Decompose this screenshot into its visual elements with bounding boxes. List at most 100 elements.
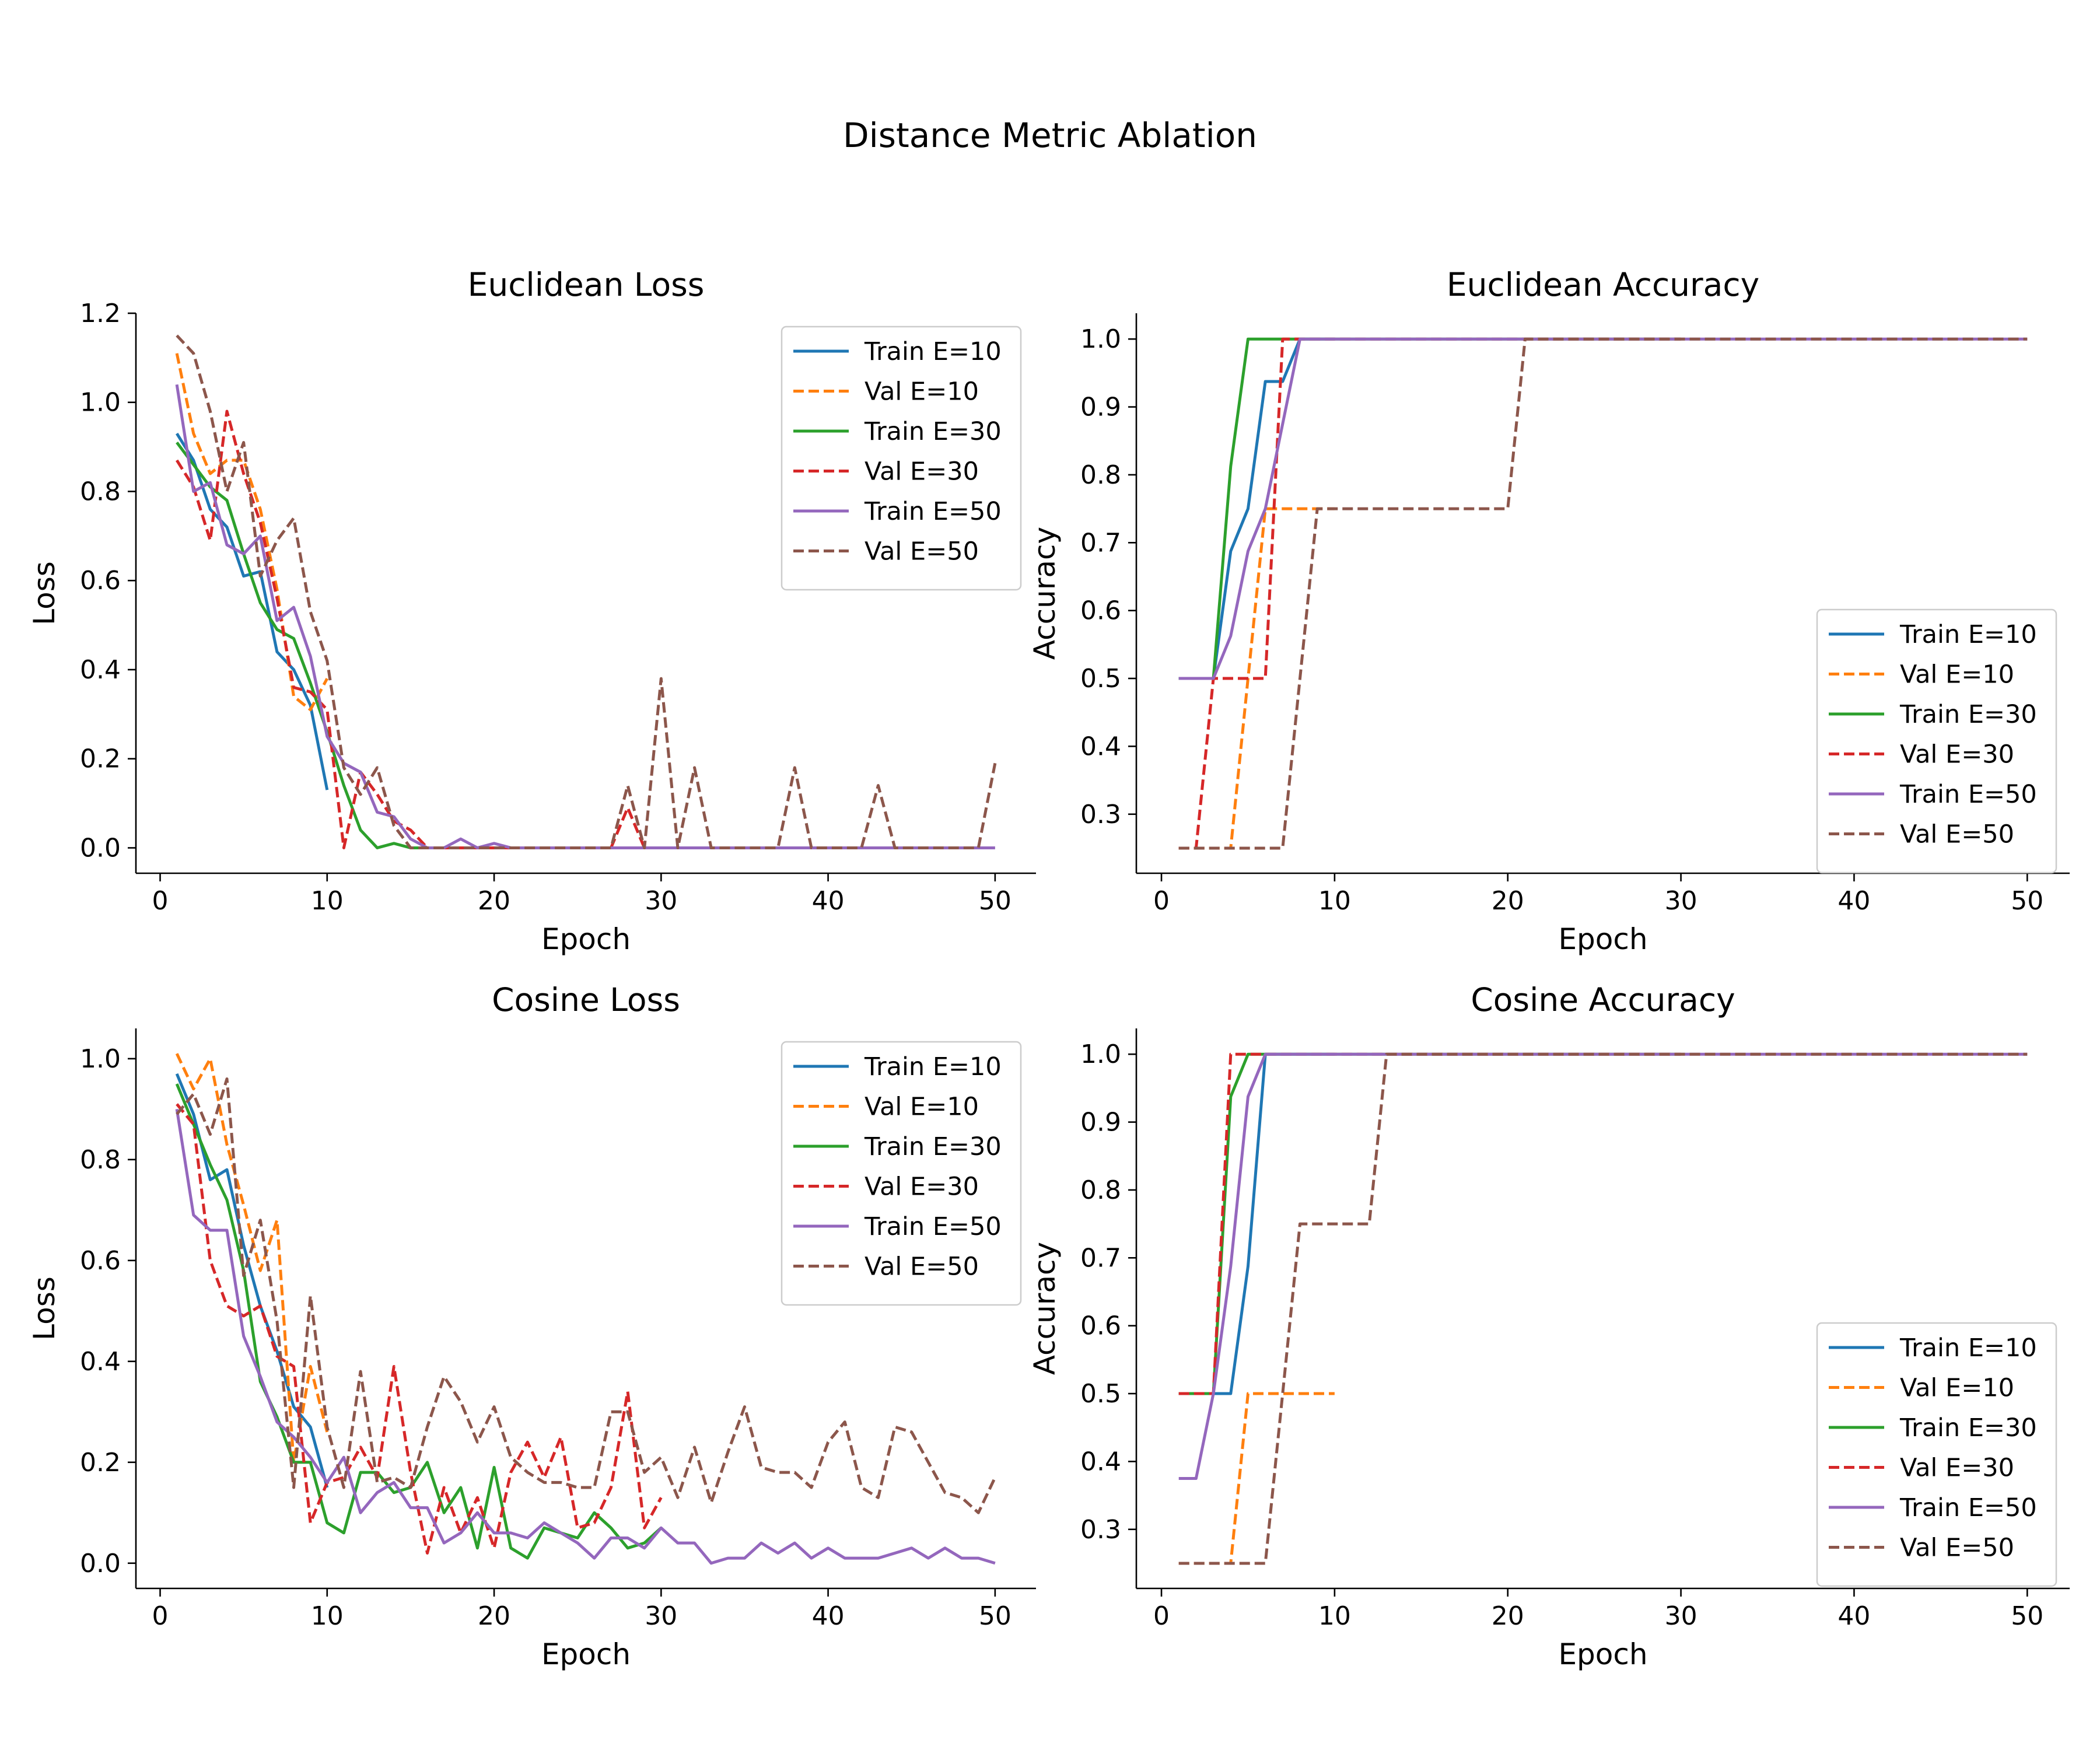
x-tick-label: 0: [1153, 886, 1170, 916]
legend-label-val-e-50: Val E=50: [864, 537, 979, 566]
y-axis-label: Loss: [27, 1276, 61, 1340]
x-tick-label: 20: [478, 1601, 510, 1631]
y-tick-label: 0.8: [1080, 1175, 1121, 1205]
series-lines: [1178, 337, 2028, 850]
y-tick-label: 0.2: [80, 744, 121, 774]
y-tick-label: 0.6: [80, 566, 121, 596]
legend-label-val-e-10: Val E=10: [864, 1093, 979, 1122]
legend-label-val-e-10: Val E=10: [1900, 660, 2014, 690]
legend-label-train-e-10: Train E=10: [864, 1052, 1002, 1082]
x-tick-label: 50: [979, 1601, 1012, 1631]
chart-panel-cosine-accuracy: Cosine Accuracy 0 10 20 30 40 50 0.3 0.4 0.5 0.6 0.…: [1028, 981, 2070, 1671]
y-tick-label: 0.3: [1080, 800, 1121, 830]
legend-label-train-e-10: Train E=10: [864, 337, 1002, 366]
series-lines: [175, 334, 997, 849]
legend-label-train-e-30: Train E=30: [864, 1132, 1002, 1161]
x-tick-label: 0: [1153, 1601, 1170, 1631]
series-line-val-e-50: [176, 1077, 997, 1514]
chart-panel-euclidean-accuracy: Euclidean Accuracy 0 10 20 30 40 50 0.3 0.4 0.5 0.…: [1028, 266, 2070, 956]
y-tick-label: 0.8: [80, 1145, 121, 1175]
y-tick-label: 0.9: [1080, 393, 1121, 422]
panel-title: Euclidean Loss: [468, 266, 705, 303]
y-tick-label: 0.4: [80, 655, 121, 685]
y-tick-label: 0.0: [80, 833, 121, 863]
y-tick-label: 0.6: [80, 1246, 121, 1276]
y-tick-label: 0.0: [80, 1549, 121, 1578]
legend-label-val-e-30: Val E=30: [1900, 1454, 2014, 1483]
legend-label-val-e-50: Val E=50: [864, 1252, 979, 1282]
y-tick-label: 0.3: [1080, 1515, 1121, 1545]
legend-label-val-e-50: Val E=50: [1900, 1534, 2014, 1563]
y-tick-label: 0.8: [1080, 460, 1121, 490]
chart-panel-euclidean-loss: Euclidean Loss 0 10 20 30 40 50 0.0 0.2 0.4 0.6 0.8…: [27, 266, 1036, 956]
series-line-val-e-50: [1178, 1052, 2028, 1565]
y-tick-label: 0.8: [80, 477, 121, 506]
legend-label-val-e-50: Val E=50: [1900, 820, 2014, 849]
figure-title: Distance Metric Ablation: [843, 116, 1257, 155]
legend-label-train-e-30: Train E=30: [864, 417, 1002, 446]
y-tick-label: 0.6: [1080, 1311, 1121, 1341]
y-tick-label: 1.0: [80, 1044, 121, 1074]
chart-panels: Euclidean Loss 0 10 20 30 40 50 0.0 0.2 0.4 0.6 0.8…: [27, 266, 2070, 1671]
legend-label-train-e-50: Train E=50: [1899, 1493, 2037, 1522]
series-lines: [1178, 1052, 2028, 1565]
y-axis-label: Loss: [27, 561, 61, 625]
legend-label-train-e-10: Train E=10: [1899, 620, 2037, 649]
y-tick-label: 0.5: [1080, 664, 1121, 694]
x-axis-label: Epoch: [541, 1637, 631, 1671]
x-tick-label: 30: [645, 1601, 677, 1631]
y-tick-label: 1.0: [1080, 1040, 1121, 1069]
x-tick-label: 10: [1318, 886, 1351, 916]
legend-label-train-e-10: Train E=10: [1899, 1334, 2037, 1363]
x-tick-label: 40: [1838, 1601, 1870, 1631]
series-line-train-e-50: [175, 1108, 996, 1565]
x-tick-label: 20: [1492, 1601, 1524, 1631]
y-tick-label: 0.7: [1080, 528, 1121, 558]
x-tick-label: 10: [311, 1601, 344, 1631]
x-tick-label: 10: [1318, 1601, 1351, 1631]
series-line-val-e-10: [1178, 507, 1335, 850]
legend-label-val-e-30: Val E=30: [864, 457, 979, 487]
x-tick-label: 40: [812, 1601, 845, 1631]
x-axis-label: Epoch: [1558, 1637, 1647, 1671]
y-tick-label: 0.9: [1080, 1108, 1121, 1138]
x-tick-label: 20: [478, 886, 510, 916]
x-tick-label: 0: [152, 886, 169, 916]
y-tick-label: 0.6: [1080, 596, 1121, 626]
y-tick-label: 0.2: [80, 1448, 121, 1478]
legend-label-train-e-30: Train E=30: [1899, 1413, 2037, 1443]
y-tick-label: 0.7: [1080, 1243, 1121, 1273]
y-axis-label: Accuracy: [1028, 527, 1062, 660]
series-line-val-e-50: [176, 334, 997, 849]
legend: Train E=10 Val E=10 Train E=30 Val E=30 Trai…: [1816, 1322, 2057, 1587]
legend-label-val-e-30: Val E=30: [1900, 740, 2014, 769]
x-tick-label: 30: [1665, 1601, 1698, 1631]
x-tick-label: 50: [2011, 886, 2043, 916]
x-tick-label: 30: [645, 886, 677, 916]
x-tick-label: 0: [152, 1601, 169, 1631]
chart-panel-cosine-loss: Cosine Loss 0 10 20 30 40 50 0.0 0.2 0.4 0.6 0.8 1.0…: [27, 981, 1036, 1671]
legend-label-train-e-30: Train E=30: [1899, 700, 2037, 729]
x-tick-label: 20: [1492, 886, 1524, 916]
series-lines: [175, 1053, 997, 1565]
series-line-train-e-30: [175, 1083, 662, 1560]
x-tick-label: 50: [2011, 1601, 2043, 1631]
legend-label-val-e-10: Val E=10: [864, 377, 979, 407]
y-tick-label: 1.0: [1080, 324, 1121, 354]
y-tick-label: 0.4: [1080, 732, 1121, 761]
y-tick-label: 0.4: [80, 1347, 121, 1377]
legend-label-val-e-10: Val E=10: [1900, 1374, 2014, 1403]
legend-label-train-e-50: Train E=50: [1899, 780, 2037, 809]
panel-title: Cosine Accuracy: [1471, 981, 1735, 1019]
series-line-val-e-30: [176, 1103, 663, 1555]
y-axis-label: Accuracy: [1028, 1242, 1062, 1375]
y-tick-label: 0.4: [1080, 1447, 1121, 1476]
series-line-val-e-30: [1178, 337, 1681, 850]
x-tick-label: 50: [979, 886, 1012, 916]
legend-label-train-e-50: Train E=50: [864, 1212, 1002, 1241]
legend: Train E=10 Val E=10 Train E=30 Val E=30 Trai…: [780, 1041, 1022, 1306]
panel-title: Cosine Loss: [492, 981, 680, 1019]
x-axis-label: Epoch: [1558, 922, 1647, 956]
